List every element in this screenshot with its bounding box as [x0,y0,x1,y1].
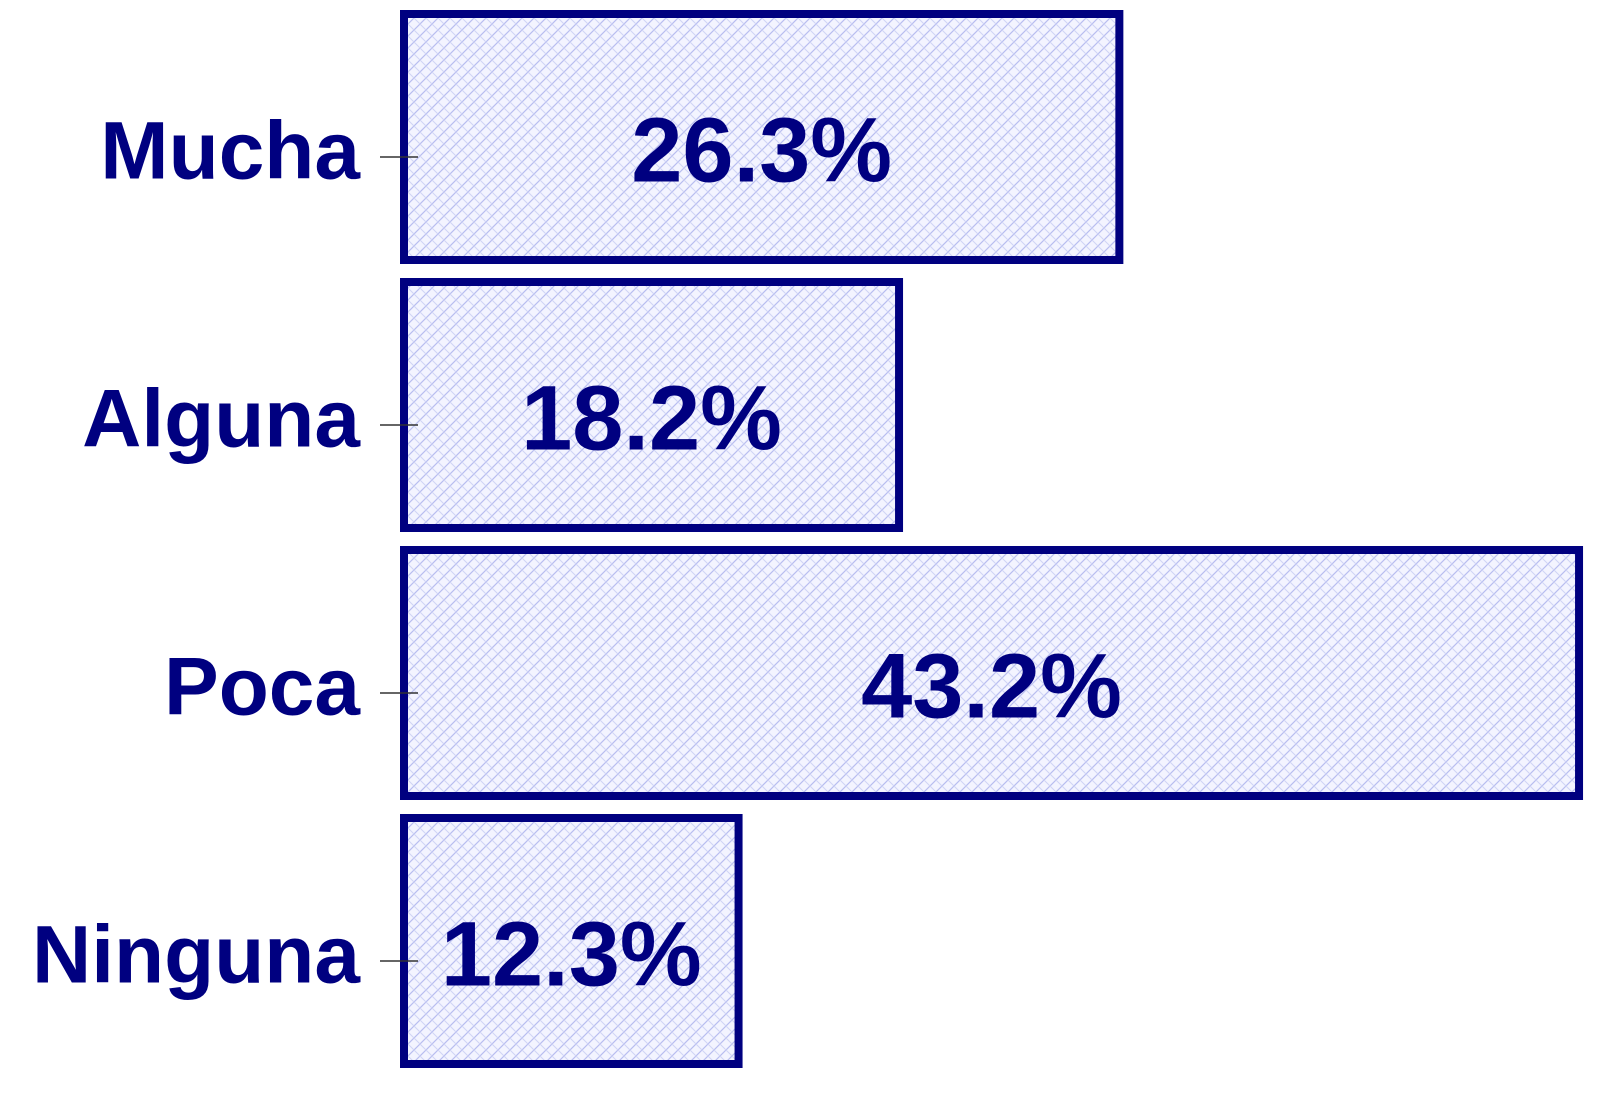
bar [400,546,1584,800]
bar [400,814,743,1068]
category-label: Alguna [82,374,361,465]
category-label: Poca [164,642,361,733]
value-label: 26.3% [631,99,892,201]
value-label: 12.3% [441,903,702,1005]
value-label: 18.2% [521,367,782,469]
value-label: 43.2% [861,635,1122,737]
category-label: Ninguna [32,910,361,1001]
bar [400,10,1124,264]
bar [400,278,904,532]
category-label: Mucha [100,106,361,197]
